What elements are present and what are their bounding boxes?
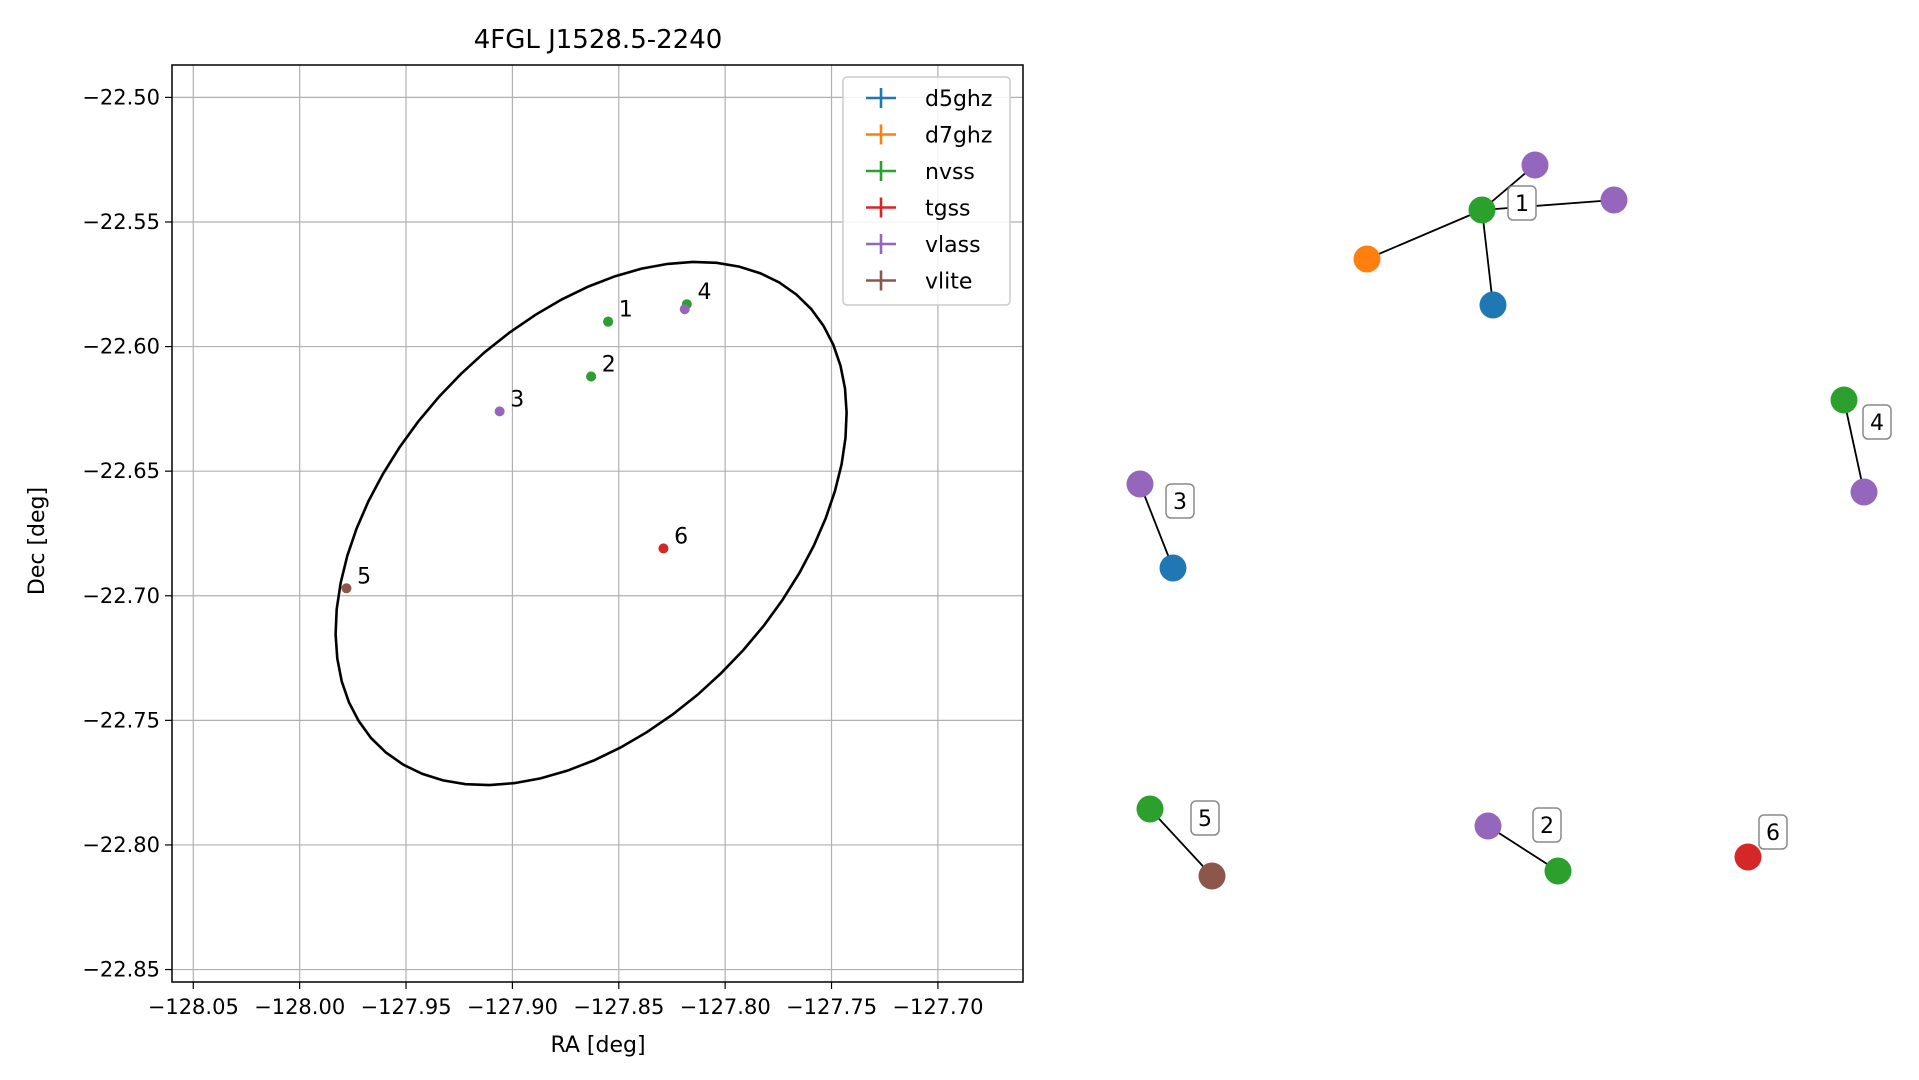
grid [172,65,1023,982]
graph-label-text: 4 [1870,411,1884,436]
graph-node [1479,291,1507,319]
graph-node [1468,196,1496,224]
legend-item-d7ghz: d7ghz [866,124,992,149]
graph-label-box [1758,814,1788,850]
association-graph: 1 2 3 4 5 6 [1126,151,1892,890]
graph-edge [1487,825,1559,872]
graph-edge [1481,209,1494,306]
source-points [341,299,692,594]
legend-item-vlass: vlass [866,233,981,258]
graph-group-label: 2 [1532,807,1562,843]
graph-edge [1149,808,1213,877]
source-point-nvss [603,316,614,327]
legend-label: vlite [925,270,972,295]
axis-ticks: −128.05 −128.00 −127.95 −127.90 −127.85 −127.… [82,85,983,1019]
graph-node [1159,554,1187,582]
axes-frame [171,64,1024,983]
group-label: 5 [357,564,371,589]
group-label: 2 [602,352,616,377]
x-tick-label: −127.70 [892,995,983,1019]
legend-item-vlite: vlite [866,270,972,295]
legend-label: tgss [925,197,971,222]
graph-node [1544,857,1572,885]
graph-edges [1139,164,1865,877]
graph-node [1734,843,1762,871]
legend-item-tgss: tgss [866,197,971,222]
y-tick-label: −22.75 [82,708,160,732]
source-point-vlass [494,406,505,417]
group-labels: 1 2 3 4 5 6 [357,280,711,589]
graph-group-label: 4 [1862,404,1892,440]
sky-plot: 4FGL J1528.5-2240 RA [deg] Dec [deg] 1 2 3… [25,25,1024,1058]
y-tick-label: −22.80 [82,833,160,857]
x-tick-label: −128.05 [148,995,239,1019]
legend-label: d5ghz [925,87,992,112]
source-point-vlass [679,304,690,315]
localization-ellipse [334,260,848,787]
graph-node [1353,245,1381,273]
x-tick-label: −127.90 [467,995,558,1019]
graph-label-text: 1 [1515,192,1529,217]
source-point-vlite [341,583,352,594]
error-ellipse [334,260,848,787]
graph-label-box [1507,185,1537,221]
graph-node [1198,862,1226,890]
graph-nodes [1126,151,1878,890]
graph-label-box [1532,807,1562,843]
source-point-tgss [658,543,669,554]
x-tick-label: −127.80 [680,995,771,1019]
group-label: 6 [674,524,688,549]
y-tick-label: −22.55 [82,210,160,234]
y-tick-label: −22.85 [82,958,160,982]
graph-label-box [1862,404,1892,440]
y-tick-label: −22.60 [82,335,160,359]
graph-label-box [1165,483,1195,519]
graph-group-label: 5 [1190,800,1220,836]
legend-label: vlass [925,233,981,258]
x-tick-label: −127.95 [360,995,451,1019]
group-label: 4 [697,280,711,305]
y-tick-label: −22.70 [82,584,160,608]
graph-labels: 1 2 3 4 5 6 [1165,185,1892,850]
graph-node [1474,812,1502,840]
graph-node [1600,186,1628,214]
graph-node [1136,795,1164,823]
group-label: 3 [510,387,524,412]
x-tick-label: −128.00 [254,995,345,1019]
graph-node [1850,478,1878,506]
graph-label-text: 5 [1198,807,1212,832]
legend: d5ghz d7ghz nvss tgss vlass vlite [842,76,1011,306]
x-tick-label: −127.75 [786,995,877,1019]
chart-title: 4FGL J1528.5-2240 [474,25,723,55]
graph-node [1830,386,1858,414]
graph-group-label: 1 [1507,185,1537,221]
source-point-nvss [586,371,597,382]
y-axis-label: Dec [deg] [25,487,50,595]
x-tick-label: −127.85 [573,995,664,1019]
graph-group-label: 6 [1758,814,1788,850]
graph-label-text: 3 [1173,490,1187,515]
y-tick-label: −22.65 [82,459,160,483]
group-label: 1 [619,298,633,323]
x-axis-label: RA [deg] [550,1033,645,1058]
graph-label-text: 2 [1540,814,1554,839]
graph-group-label: 3 [1165,483,1195,519]
graph-edge [1366,209,1483,260]
graph-label-box [1190,800,1220,836]
graph-edge [1139,483,1174,569]
legend-item-d5ghz: d5ghz [866,87,992,112]
legend-item-nvss: nvss [866,160,975,185]
legend-label: nvss [925,160,975,185]
y-tick-label: −22.50 [82,85,160,109]
graph-label-text: 6 [1766,821,1780,846]
graph-node [1126,470,1154,498]
legend-label: d7ghz [925,124,992,149]
graph-edge [1843,399,1865,493]
graph-node [1521,151,1549,179]
graph-edge [1481,199,1615,211]
